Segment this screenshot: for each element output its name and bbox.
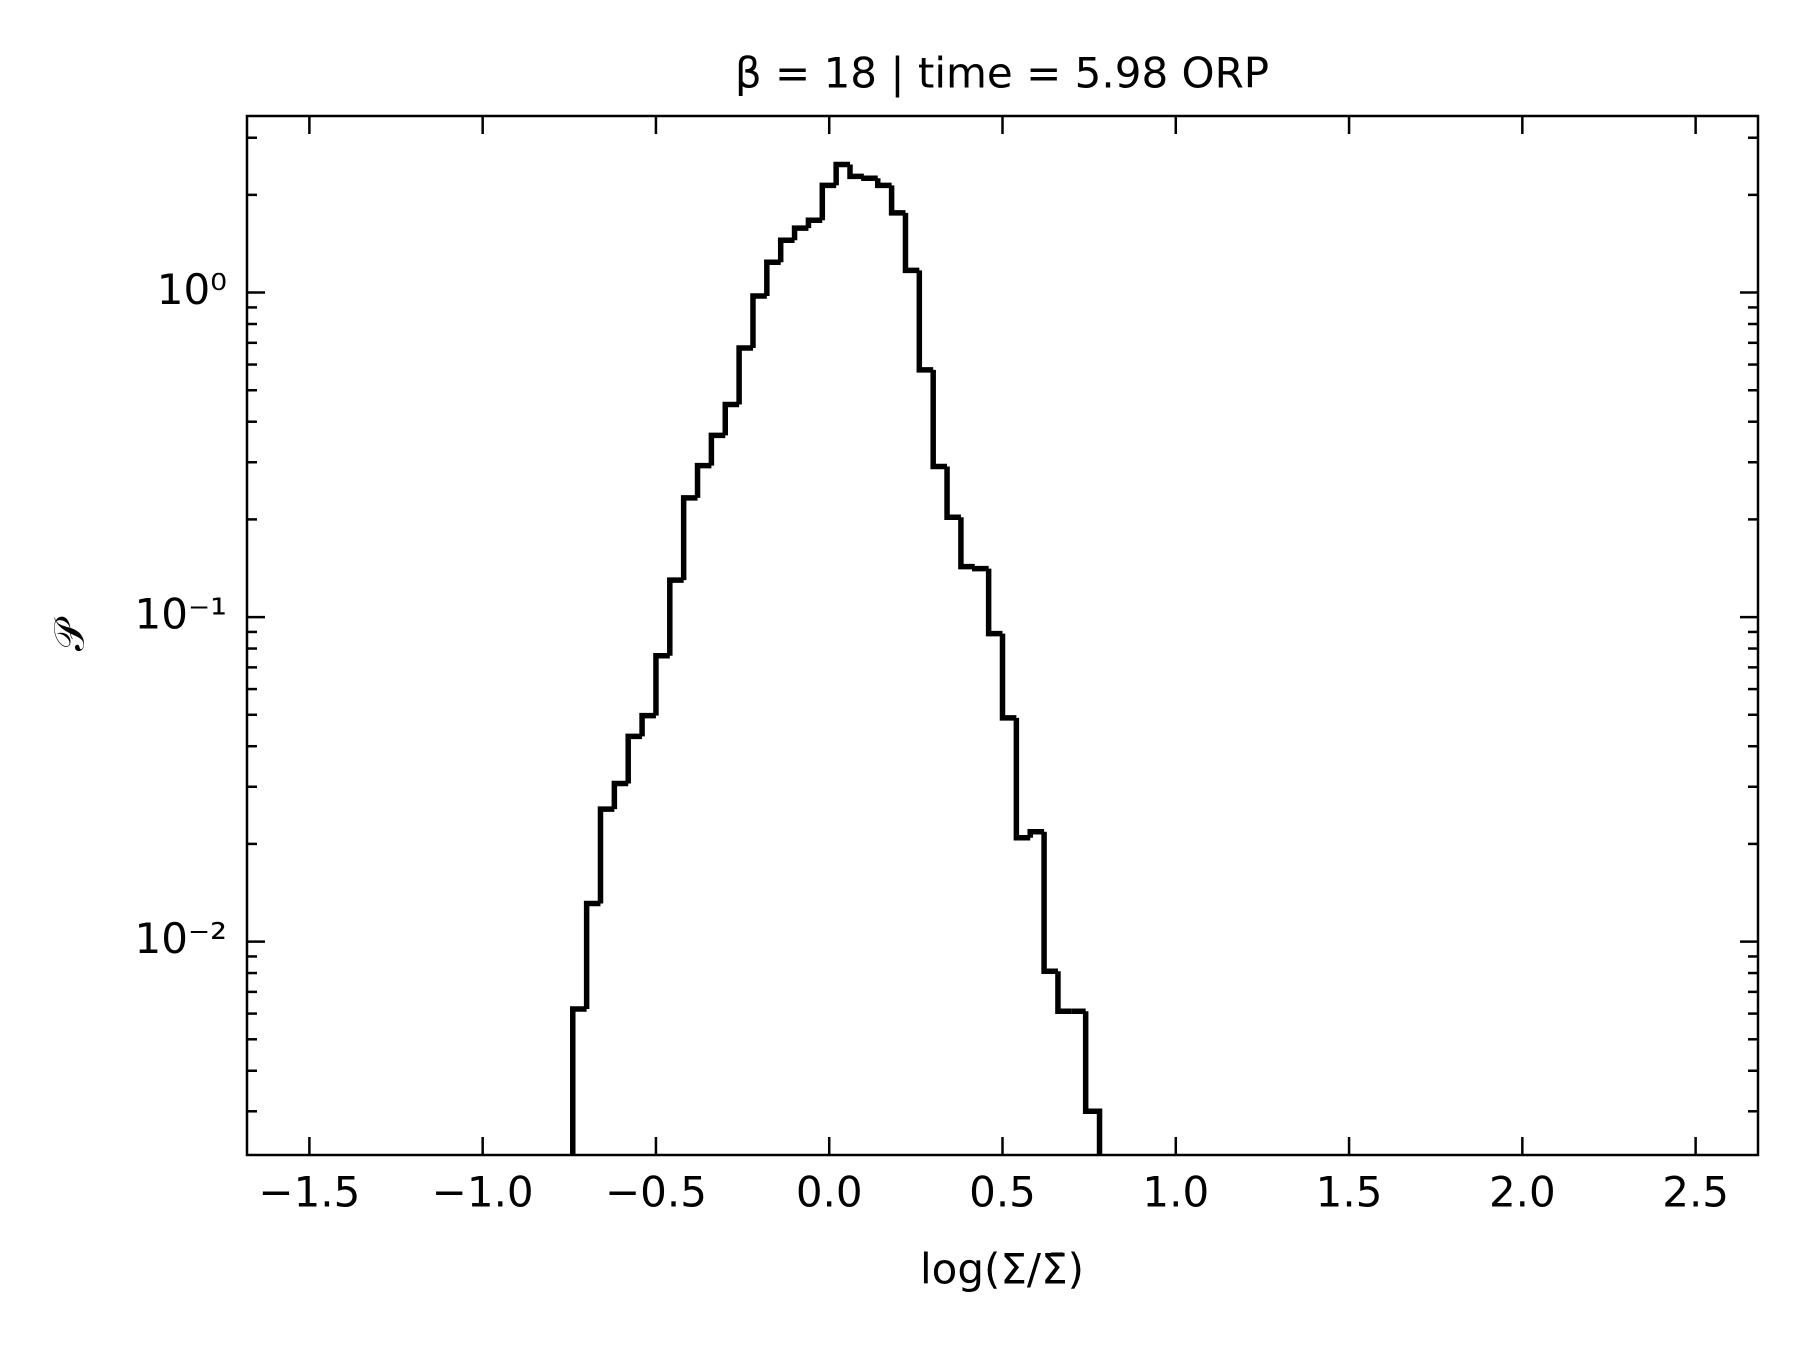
histogram-step — [791, 225, 809, 241]
x-tick-label: 0.0 — [796, 1168, 863, 1217]
histogram-step — [1027, 829, 1045, 838]
histogram-step — [777, 237, 795, 263]
x-axis-label: log(Σ/Σ̄) — [920, 1245, 1084, 1294]
histogram-step — [653, 653, 670, 716]
histogram-step — [1013, 717, 1031, 841]
histogram-step — [944, 466, 961, 521]
x-tick-label: 1.0 — [1142, 1168, 1209, 1217]
histogram-step — [805, 217, 823, 229]
y-tick-label: 10⁻² — [135, 914, 227, 963]
histogram-step — [625, 733, 643, 784]
histogram-step — [708, 432, 726, 466]
y-tick-label: 10⁰ — [157, 265, 227, 314]
histogram-step — [847, 164, 864, 180]
histogram-step — [985, 568, 1003, 637]
x-tick-label: −1.5 — [258, 1168, 360, 1217]
histogram-step — [972, 565, 989, 572]
histogram-step — [1055, 971, 1072, 1015]
histogram-step — [736, 345, 753, 405]
histogram-step — [902, 212, 920, 274]
histogram-step — [694, 462, 712, 498]
histogram-step — [764, 259, 781, 296]
histogram-step — [667, 577, 684, 656]
histogram-step — [999, 633, 1017, 721]
histogram-step — [916, 270, 934, 373]
x-tick-label: −0.5 — [605, 1168, 707, 1217]
y-axis-label: 𝒫 — [45, 616, 94, 651]
x-tick-label: 2.5 — [1662, 1168, 1729, 1217]
histogram-step — [1082, 1011, 1103, 1155]
histogram-step — [819, 182, 837, 221]
x-tick-label: 1.5 — [1316, 1168, 1383, 1217]
x-tick-label: 0.5 — [969, 1168, 1036, 1217]
y-tick-label: 10⁻¹ — [135, 590, 227, 639]
histogram-step — [680, 495, 698, 581]
histogram-step — [833, 161, 851, 186]
histogram-step — [611, 780, 629, 810]
histogram-step — [874, 178, 892, 189]
histogram-step — [597, 806, 615, 904]
histogram-step — [861, 175, 878, 182]
histogram-step — [583, 900, 601, 1009]
x-tick-label: 2.0 — [1489, 1168, 1556, 1217]
histogram-step — [639, 712, 656, 737]
chart-title: β = 18 | time = 5.98 ORP — [735, 49, 1269, 98]
histogram-step — [570, 1006, 587, 1155]
histogram-step — [888, 185, 906, 216]
x-tick-label: −1.0 — [432, 1168, 534, 1217]
histogram-step — [1041, 831, 1058, 975]
histogram-step — [750, 293, 767, 348]
histogram-step — [958, 517, 975, 570]
histogram-step — [722, 401, 740, 436]
histogram-step — [930, 369, 948, 470]
